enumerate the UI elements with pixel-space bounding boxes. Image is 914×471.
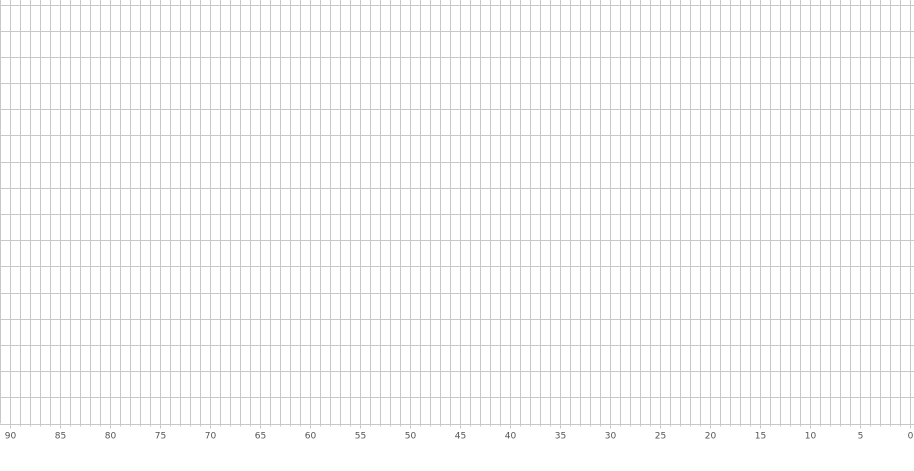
x-tick-label: 5 <box>858 432 864 442</box>
x-tick-label: 90 <box>5 432 17 442</box>
x-tick-label: 75 <box>155 432 166 442</box>
x-tick-label: 60 <box>305 432 317 442</box>
x-tick-label: 0 <box>908 432 914 442</box>
x-tick-label: 45 <box>455 432 466 442</box>
vertical-gridlines <box>0 0 911 424</box>
x-axis-tick-labels: 90 85 80 75 70 65 60 55 50 45 40 35 30 25 20 15 10 5 0 <box>5 432 914 442</box>
x-tick-label: 10 <box>805 432 817 442</box>
x-tick-label: 50 <box>405 432 417 442</box>
x-tick-label: 65 <box>255 432 266 442</box>
x-tick-label: 30 <box>605 432 617 442</box>
x-tick-label: 55 <box>355 432 366 442</box>
x-tick-label: 80 <box>105 432 117 442</box>
x-tick-label: 85 <box>55 432 66 442</box>
x-axis-ticks <box>10 423 911 429</box>
x-tick-label: 25 <box>655 432 666 442</box>
x-tick-label: 35 <box>555 432 566 442</box>
horizontal-gridlines <box>0 5 914 425</box>
x-tick-label: 20 <box>705 432 717 442</box>
x-tick-label: 70 <box>205 432 217 442</box>
x-tick-label: 40 <box>505 432 517 442</box>
x-tick-label: 15 <box>755 432 766 442</box>
